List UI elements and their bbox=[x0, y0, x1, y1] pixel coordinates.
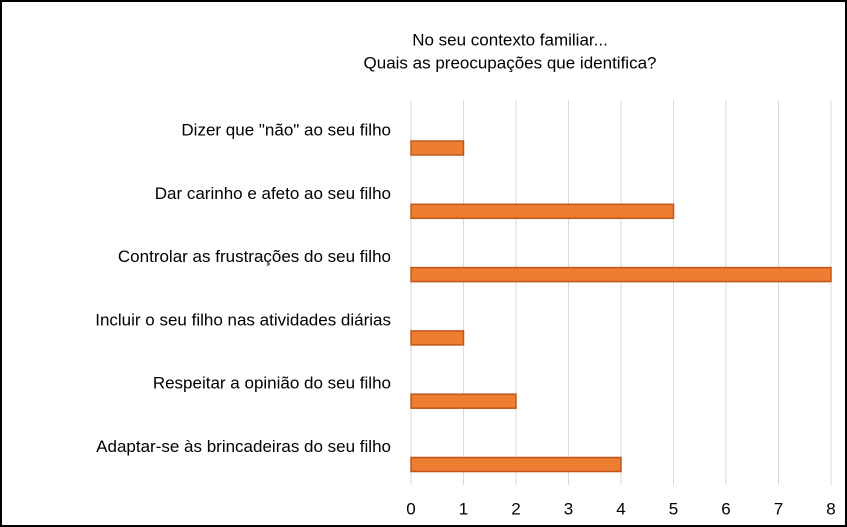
x-tick-label: 1 bbox=[459, 499, 468, 518]
x-tick-label: 3 bbox=[564, 499, 573, 518]
x-tick-label: 5 bbox=[669, 499, 678, 518]
bar bbox=[410, 266, 832, 283]
bar bbox=[410, 203, 675, 220]
y-tick-label: Respeitar a opinião do seu filho bbox=[153, 374, 391, 393]
bar bbox=[410, 393, 517, 409]
x-tick-label: 6 bbox=[721, 499, 730, 518]
x-tick-label: 8 bbox=[826, 499, 835, 518]
y-tick-label: Dar carinho e afeto ao seu filho bbox=[155, 184, 391, 203]
y-tick-label: Adaptar-se às brincadeiras do seu filho bbox=[96, 437, 391, 456]
bar bbox=[410, 140, 465, 156]
y-tick-label: Controlar as frustrações do seu filho bbox=[118, 247, 391, 266]
x-tick-label: 4 bbox=[616, 499, 625, 518]
y-tick-label: Incluir o seu filho nas atividades diári… bbox=[95, 310, 391, 329]
bar bbox=[410, 330, 465, 346]
chart-title: No seu contexto familiar... bbox=[412, 30, 608, 49]
chart-subtitle: Quais as preocupações que identifica? bbox=[364, 53, 657, 72]
x-tick-label: 2 bbox=[511, 499, 520, 518]
x-tick-label: 7 bbox=[774, 499, 783, 518]
y-tick-label: Dizer que "não" ao seu filho bbox=[181, 120, 391, 139]
bar bbox=[410, 456, 622, 473]
x-tick-label: 0 bbox=[406, 499, 415, 518]
